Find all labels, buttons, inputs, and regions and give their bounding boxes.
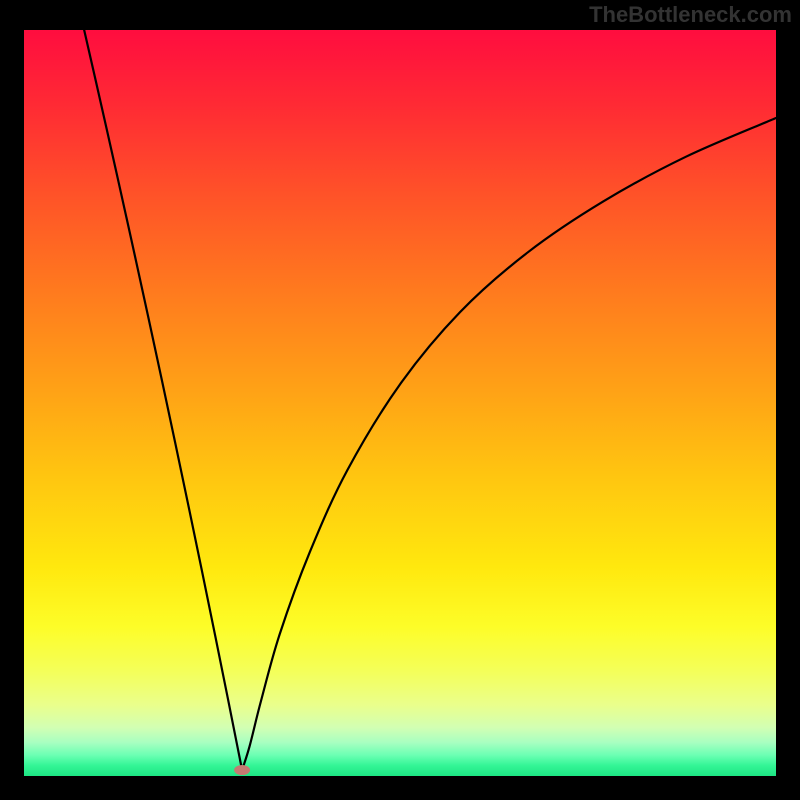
watermark-text: TheBottleneck.com (589, 2, 792, 28)
minimum-marker (234, 765, 250, 775)
chart-container: TheBottleneck.com (0, 0, 800, 800)
chart-svg (0, 0, 800, 800)
plot-background (24, 30, 776, 776)
